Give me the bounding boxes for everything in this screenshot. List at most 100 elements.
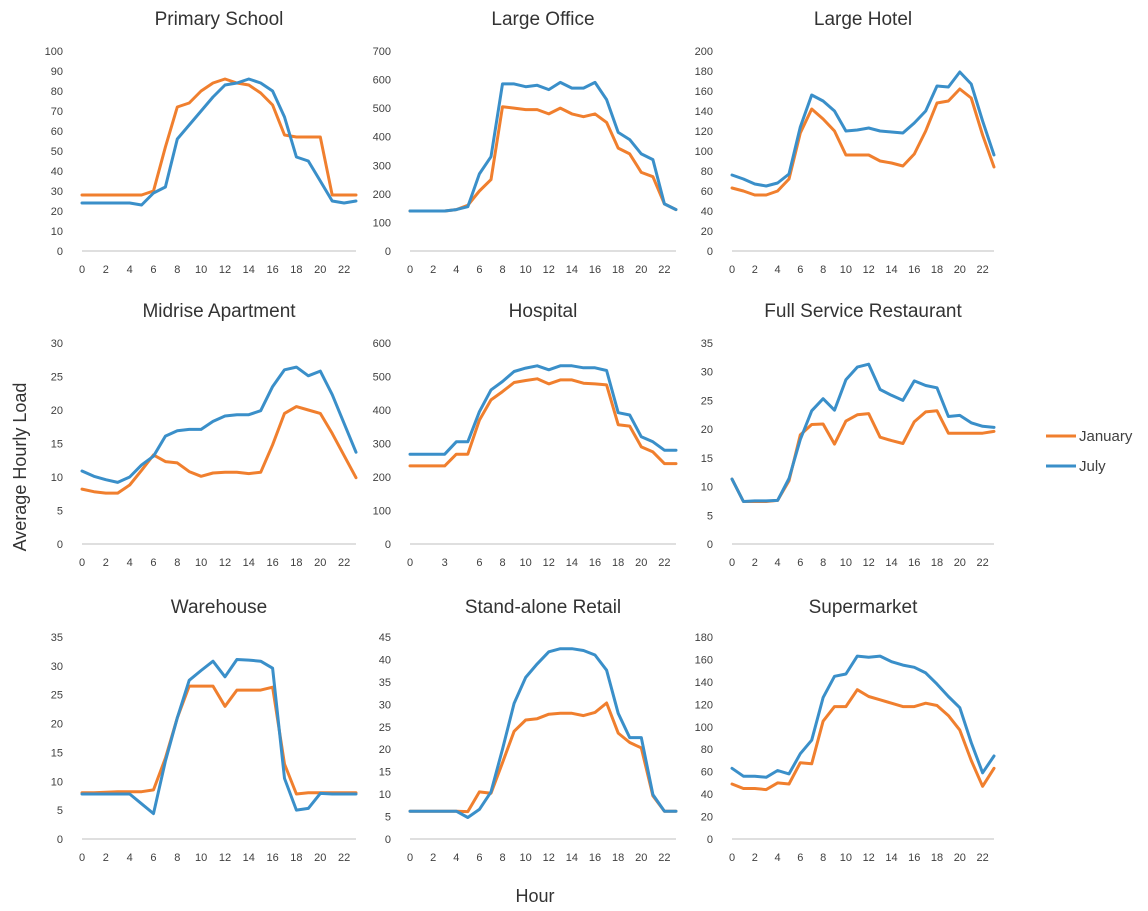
x-tick-label: 0 <box>79 264 85 276</box>
chart-midrise-apartment: Midrise Apartment 0 5 10 15 20 25 30 0 2 4 6 8 10 12 14… <box>51 301 358 569</box>
x-tick-label: 6 <box>797 557 803 569</box>
x-axis-label: Hour <box>515 886 554 906</box>
chart-large-hotel: Large Hotel 0 20 40 60 80 100 120 140 160 180 200 0 2… <box>695 9 996 276</box>
y-tick-label: 180 <box>695 632 713 644</box>
x-tick-label: 20 <box>635 852 647 864</box>
y-tick-label: 400 <box>373 132 391 144</box>
chart-stand-alone-retail: Stand-alone Retail 0 5 10 15 20 25 30 35 40 45 0 2 4 6… <box>379 597 678 864</box>
y-tick-label: 60 <box>701 186 713 198</box>
x-tick-label: 2 <box>103 852 109 864</box>
x-tick-label: 8 <box>820 852 826 864</box>
x-tick-label: 22 <box>338 557 350 569</box>
y-tick-label: 30 <box>51 661 63 673</box>
x-tick-label: 8 <box>499 852 505 864</box>
x-tick-label: 8 <box>174 852 180 864</box>
x-tick-label: 14 <box>243 264 255 276</box>
y-tick-label: 0 <box>707 834 713 846</box>
y-axis-label: Average Hourly Load <box>10 383 30 552</box>
y-tick-label: 15 <box>51 747 63 759</box>
x-tick-label: 4 <box>127 852 133 864</box>
x-tick-label: 18 <box>290 264 302 276</box>
y-tick-label: 30 <box>379 699 391 711</box>
x-tick-label: 18 <box>612 852 624 864</box>
x-tick-label: 12 <box>543 557 555 569</box>
x-tick-label: 8 <box>174 264 180 276</box>
y-tick-label: 40 <box>701 206 713 218</box>
series-line-july <box>730 70 996 188</box>
chart-title-warehouse: Warehouse <box>171 597 267 618</box>
x-tick-label: 20 <box>954 852 966 864</box>
y-tick-label: 140 <box>695 106 713 118</box>
x-tick-label: 14 <box>566 557 578 569</box>
y-tick-label: 200 <box>695 46 713 58</box>
x-tick-label: 0 <box>729 557 735 569</box>
series-line-july <box>730 654 996 779</box>
x-tick-label: 4 <box>775 852 781 864</box>
x-tick-label: 10 <box>840 852 852 864</box>
x-tick-label: 10 <box>520 557 532 569</box>
x-tick-label: 6 <box>797 264 803 276</box>
y-tick-label: 20 <box>51 405 63 417</box>
x-tick-label: 20 <box>635 557 647 569</box>
y-tick-label: 25 <box>701 395 713 407</box>
x-tick-label: 22 <box>338 852 350 864</box>
y-tick-label: 20 <box>379 744 391 756</box>
y-tick-label: 100 <box>373 217 391 229</box>
x-tick-label: 10 <box>195 264 207 276</box>
y-tick-label: 200 <box>373 189 391 201</box>
series-line-january <box>80 405 358 495</box>
chart-title-stand-alone-retail: Stand-alone Retail <box>465 597 621 618</box>
series-line-january <box>408 377 678 468</box>
y-tick-label: 60 <box>51 126 63 138</box>
x-tick-label: 0 <box>407 852 413 864</box>
y-tick-label: 140 <box>695 677 713 689</box>
x-tick-label: 20 <box>314 264 326 276</box>
y-tick-label: 30 <box>51 338 63 350</box>
x-tick-label: 22 <box>976 264 988 276</box>
x-tick-label: 18 <box>931 557 943 569</box>
x-tick-label: 0 <box>407 557 413 569</box>
x-tick-label: 2 <box>430 852 436 864</box>
y-tick-label: 120 <box>695 699 713 711</box>
y-tick-label: 10 <box>51 226 63 238</box>
x-tick-label: 22 <box>338 264 350 276</box>
x-tick-label: 18 <box>612 264 624 276</box>
x-tick-label: 14 <box>566 264 578 276</box>
x-tick-label: 8 <box>174 557 180 569</box>
y-tick-label: 0 <box>385 246 391 258</box>
y-tick-label: 35 <box>701 338 713 350</box>
y-tick-label: 300 <box>373 439 391 451</box>
series-line-july <box>408 80 678 213</box>
x-tick-label: 4 <box>775 557 781 569</box>
y-tick-label: 35 <box>51 632 63 644</box>
y-tick-label: 5 <box>57 805 63 817</box>
x-tick-label: 6 <box>150 264 156 276</box>
x-tick-label: 2 <box>752 852 758 864</box>
x-tick-label: 12 <box>863 264 875 276</box>
y-tick-label: 60 <box>701 767 713 779</box>
legend: January July <box>1046 428 1133 475</box>
series-line-january <box>730 409 996 503</box>
x-tick-label: 4 <box>453 264 459 276</box>
x-tick-label: 10 <box>195 557 207 569</box>
series-line-january <box>80 77 358 197</box>
x-tick-label: 18 <box>931 264 943 276</box>
y-tick-label: 30 <box>51 186 63 198</box>
series-line-january <box>730 87 996 197</box>
y-tick-label: 10 <box>51 472 63 484</box>
y-tick-label: 20 <box>701 424 713 436</box>
y-tick-label: 400 <box>373 405 391 417</box>
y-tick-label: 80 <box>51 86 63 98</box>
chart-title-hospital: Hospital <box>509 301 578 322</box>
chart-title-large-office: Large Office <box>491 9 594 30</box>
y-tick-label: 600 <box>373 75 391 87</box>
chart-hospital: Hospital 0 100 200 300 400 500 600 0 3 6 8 10 12 14 16 1… <box>373 301 678 569</box>
series-line-january <box>408 105 678 213</box>
x-tick-label: 20 <box>635 264 647 276</box>
y-tick-label: 10 <box>701 482 713 494</box>
x-tick-label: 16 <box>908 557 920 569</box>
y-tick-label: 20 <box>701 226 713 238</box>
y-tick-label: 0 <box>57 246 63 258</box>
y-tick-label: 50 <box>51 146 63 158</box>
